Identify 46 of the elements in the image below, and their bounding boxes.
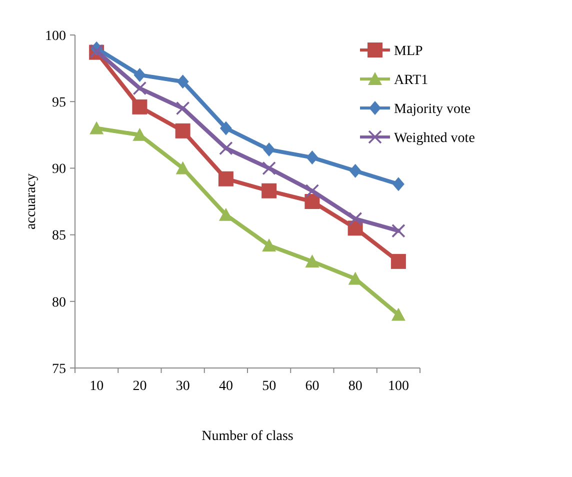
- point: [220, 121, 232, 136]
- point: [263, 142, 276, 157]
- point: [134, 68, 146, 82]
- x-tick-label: 20: [132, 379, 147, 394]
- x-tick-label: 60: [305, 379, 320, 394]
- x-tick-label: 80: [348, 379, 362, 394]
- point: [390, 254, 406, 269]
- point: [176, 161, 190, 174]
- y-tick-label: 80: [52, 295, 66, 310]
- point: [132, 81, 147, 96]
- point: [262, 161, 276, 176]
- point: [176, 101, 190, 116]
- x-tick-label: 100: [388, 379, 409, 394]
- point: [262, 183, 277, 198]
- y-tick-label: 100: [45, 28, 66, 44]
- point: [305, 254, 320, 268]
- point: [392, 177, 404, 192]
- legend-label: Majority vote: [394, 102, 471, 117]
- point: [348, 212, 362, 226]
- point: [218, 171, 234, 186]
- x-tick-label: 50: [262, 379, 276, 394]
- y-axis-title: accuaracy: [24, 174, 39, 230]
- point: [349, 164, 362, 178]
- x-tick-label: 10: [90, 379, 104, 394]
- point: [132, 99, 148, 114]
- y-tick-label: 95: [52, 96, 66, 110]
- legend-label: MLP: [394, 44, 423, 59]
- x-tick-label: 30: [176, 379, 190, 394]
- point: [304, 194, 320, 209]
- y-tick-label: 85: [52, 228, 66, 244]
- point: [391, 308, 406, 321]
- y-tick-label: 90: [52, 162, 66, 178]
- point: [90, 121, 104, 134]
- point: [176, 74, 189, 89]
- legend-label: ART1: [394, 72, 428, 88]
- point: [175, 123, 190, 138]
- point: [262, 238, 276, 252]
- point: [219, 141, 233, 156]
- x-tick-label: 40: [218, 379, 233, 394]
- point: [306, 150, 318, 165]
- legend-label: Weighted vote: [394, 130, 475, 146]
- y-tick-label: 75: [52, 362, 66, 377]
- point: [305, 184, 320, 198]
- x-axis-title: Number of class: [202, 429, 294, 444]
- point: [392, 224, 406, 238]
- point: [218, 208, 233, 221]
